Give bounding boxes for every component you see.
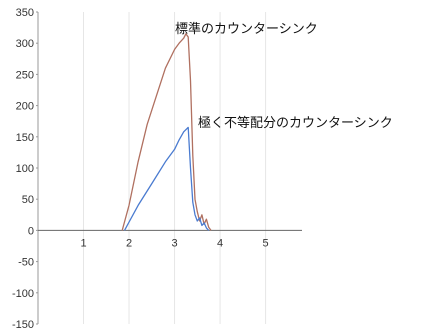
x-tick-label: 4: [217, 237, 223, 249]
x-tick-label: 1: [80, 237, 86, 249]
y-tick-label: 150: [16, 132, 34, 144]
annotation-standard-countersink: 標準のカウンターシンク: [175, 21, 318, 37]
y-tick-label: -50: [18, 257, 34, 269]
x-tick-label: 2: [126, 237, 132, 249]
series-lines: [121, 33, 212, 231]
y-tick-label: 300: [16, 38, 34, 50]
y-tick-label: 0: [28, 225, 34, 237]
y-tick-label: 50: [22, 194, 34, 206]
x-tick-label: 3: [171, 237, 177, 249]
series-line-1: [123, 126, 210, 231]
y-tick-label: 350: [16, 7, 34, 19]
series-line-0: [121, 33, 212, 231]
grid-lines: [83, 12, 267, 324]
x-tick-label: 5: [263, 237, 269, 249]
y-tick-label: 250: [16, 69, 34, 81]
y-tick-labels: 350 300 250 200 150 100 50 0 -50 -100 -150: [12, 7, 38, 331]
y-tick-label: 200: [16, 101, 34, 113]
y-tick-label: -150: [12, 319, 34, 331]
y-tick-label: 100: [16, 163, 34, 175]
x-tick-labels: 1 2 3 4 5: [80, 237, 268, 249]
annotation-unequal-countersink: 極く不等配分のカウンターシンク: [198, 115, 393, 131]
y-tick-label: -100: [12, 288, 34, 300]
